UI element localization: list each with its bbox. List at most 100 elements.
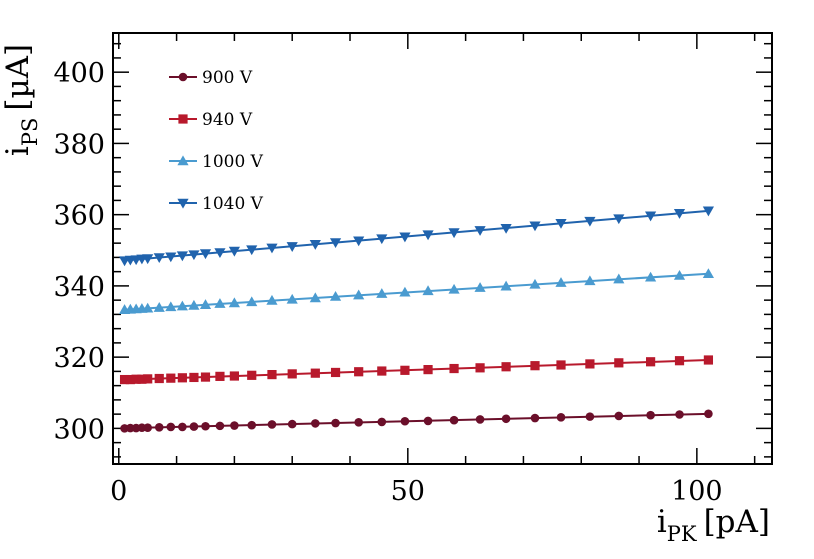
data-point: [214, 248, 226, 259]
data-point: [556, 413, 566, 422]
data-point: [266, 243, 278, 254]
data-point: [153, 253, 165, 264]
y-tick-label: 320: [53, 343, 105, 374]
data-point: [584, 216, 596, 227]
data-point: [530, 413, 540, 423]
data-point: [286, 293, 298, 304]
data-point: [230, 421, 239, 430]
legend-entry: 940 V: [169, 110, 253, 130]
data-point: [501, 362, 511, 372]
data-point: [246, 296, 258, 307]
y-tick-label: 300: [53, 414, 105, 445]
y-axis-title: iPS [µA]: [0, 44, 42, 156]
data-point: [247, 420, 257, 430]
data-point: [266, 294, 278, 305]
y-tick-label: 400: [53, 58, 105, 89]
data-point: [331, 418, 340, 428]
data-point: [354, 367, 364, 377]
data-point: [584, 275, 596, 286]
data-point: [228, 246, 240, 257]
legend-label: 940 V: [202, 110, 253, 130]
data-point: [154, 373, 164, 384]
y-axis-title-sub: PS: [18, 118, 42, 147]
data-point: [189, 372, 199, 383]
data-point: [475, 415, 485, 424]
data-point: [614, 358, 624, 368]
data-point: [376, 234, 388, 245]
data-point: [474, 226, 486, 236]
data-point: [399, 232, 411, 243]
data-point: [423, 416, 433, 426]
data-point: [214, 298, 226, 308]
data-point: [702, 268, 715, 278]
data-point: [178, 422, 187, 432]
data-point: [200, 372, 211, 382]
data-point: [585, 412, 595, 421]
data-point: [646, 357, 656, 367]
data-point: [228, 297, 240, 308]
x-tick-label: 100: [671, 476, 723, 507]
x-axis-title: iPK [pA]: [657, 504, 770, 546]
data-point: [500, 280, 512, 291]
data-point: [555, 277, 567, 287]
data-point: [189, 422, 199, 431]
data-point: [399, 286, 411, 297]
legend-label: 1000 V: [202, 152, 264, 172]
x-axis-title-main: i: [657, 504, 667, 540]
y-tick-label: 360: [53, 201, 105, 232]
y-axis-title-unit: [µA]: [0, 44, 36, 111]
data-point: [377, 366, 387, 376]
data-point: [247, 370, 257, 380]
data-point: [614, 411, 624, 421]
data-point: [125, 374, 135, 385]
data-point: [131, 374, 141, 384]
legend-label: 1040 V: [202, 194, 264, 214]
data-point: [215, 371, 225, 381]
data-point: [177, 198, 189, 209]
data-point: [215, 421, 225, 431]
data-point: [177, 373, 187, 383]
data-point: [229, 371, 239, 381]
data-point: [143, 423, 152, 432]
data-point: [500, 223, 512, 234]
fit-lines: [124, 209, 709, 430]
data-point: [422, 285, 434, 296]
data-point: [178, 114, 188, 124]
data-point: [330, 367, 341, 378]
data-point: [119, 374, 130, 385]
data-point: [376, 288, 388, 298]
data-point: [529, 278, 541, 289]
data-point: [137, 374, 147, 384]
data-point: [201, 421, 210, 431]
x-axis-title-unit: [pA]: [704, 504, 770, 540]
data-point: [673, 209, 686, 219]
data-point: [422, 230, 434, 241]
data-point: [673, 269, 686, 280]
data-point: [449, 415, 459, 425]
data-point: [287, 369, 297, 379]
data-point: [311, 419, 320, 428]
data-point: [176, 251, 188, 262]
data-point: [176, 300, 188, 311]
data-point: [153, 302, 165, 312]
data-point: [448, 228, 460, 239]
data-point: [199, 299, 212, 309]
data-point: [400, 365, 410, 375]
data-point: [165, 301, 177, 312]
data-point: [448, 283, 460, 294]
data-point: [142, 302, 154, 313]
y-tick-label: 380: [53, 129, 105, 160]
x-tick-label: 0: [110, 476, 127, 507]
data-point: [613, 214, 625, 225]
data-point: [474, 282, 486, 292]
legend-label: 900 V: [202, 68, 253, 88]
data-point: [556, 360, 566, 370]
data-point: [329, 238, 342, 249]
data-point: [166, 373, 176, 383]
data-point: [501, 414, 511, 424]
data-point: [309, 292, 321, 303]
data-point: [166, 422, 176, 432]
data-point: [449, 363, 459, 374]
legend-entry: 900 V: [169, 68, 253, 88]
